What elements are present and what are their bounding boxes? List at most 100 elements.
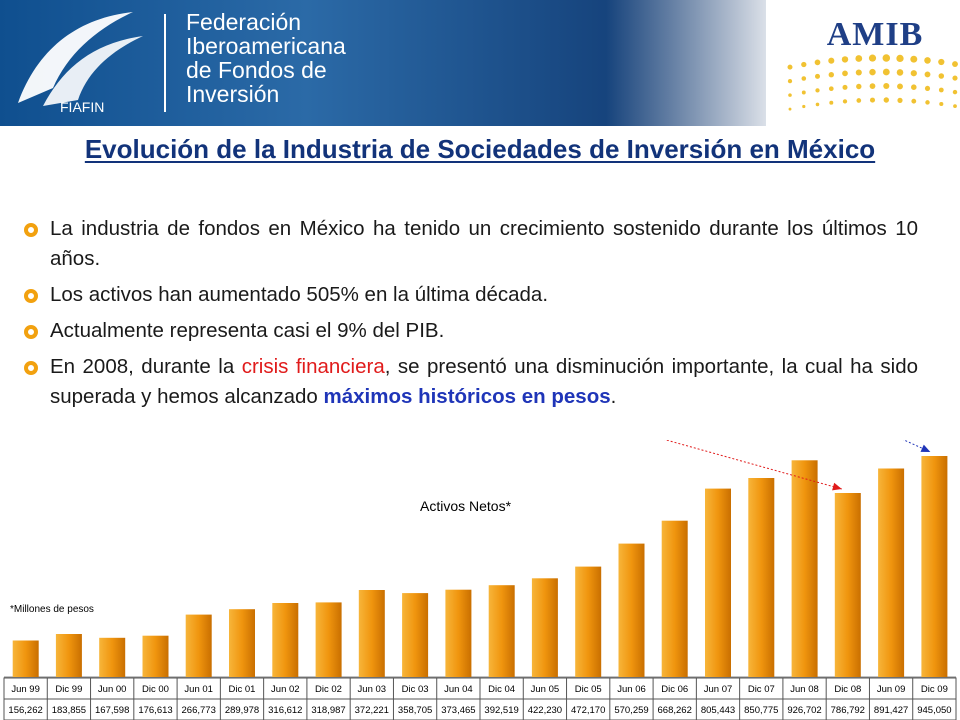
data-label: 850,775 xyxy=(744,705,778,716)
x-tick-label: Dic 02 xyxy=(315,684,342,695)
x-tick-label: Dic 04 xyxy=(488,684,515,695)
amib-dot xyxy=(897,97,903,103)
bar xyxy=(272,603,299,677)
amib-dot xyxy=(801,90,806,95)
amib-logo-icon xyxy=(787,54,958,111)
amib-dot xyxy=(855,55,863,62)
data-label: 183,855 xyxy=(52,705,86,716)
bar xyxy=(834,493,861,677)
amib-dot xyxy=(788,93,792,97)
bullet-text-part: , se presentó una disminución importante… xyxy=(50,355,918,408)
bar xyxy=(402,593,429,677)
fiafin-logo-text: FIAFIN xyxy=(60,99,104,115)
amib-dot xyxy=(801,61,807,68)
x-tick-label: Dic 00 xyxy=(142,684,169,695)
amib-dot xyxy=(788,107,792,111)
x-tick-label: Jun 00 xyxy=(98,684,127,695)
amib-dot xyxy=(897,83,903,90)
amib-dot xyxy=(939,101,944,107)
amib-dot xyxy=(952,61,958,68)
bullet-item: En 2008, durante la crisis financiera, s… xyxy=(18,352,918,412)
data-label: 316,612 xyxy=(268,705,302,716)
data-label: 422,230 xyxy=(528,705,562,716)
banner-fade xyxy=(606,0,766,126)
bar xyxy=(99,637,126,677)
x-tick-label: Jun 06 xyxy=(617,684,646,695)
amib-dot xyxy=(841,56,849,63)
x-tick-label: Dic 09 xyxy=(921,684,948,695)
amib-dot xyxy=(828,57,835,64)
amib-dot xyxy=(801,76,807,81)
amib-dot xyxy=(910,70,917,77)
bar xyxy=(748,478,775,677)
x-tick-label: Dic 06 xyxy=(661,684,688,695)
bullet-list: La industria de fondos en México ha teni… xyxy=(18,214,918,418)
bar xyxy=(661,520,688,677)
amib-dot xyxy=(815,73,820,79)
x-tick-label: Jun 99 xyxy=(11,684,40,695)
amib-dot xyxy=(882,68,890,76)
amib-dot xyxy=(787,64,793,70)
amib-dot xyxy=(842,84,848,90)
data-label: 472,170 xyxy=(571,705,605,716)
bar xyxy=(229,609,255,677)
crisis-arrow-icon xyxy=(664,440,842,491)
x-tick-label: Jun 09 xyxy=(877,684,906,695)
amib-dot xyxy=(910,55,918,63)
amib-dot xyxy=(938,73,945,79)
bar xyxy=(185,614,212,677)
bar xyxy=(55,634,82,677)
amib-dot xyxy=(896,54,904,63)
amib-dot xyxy=(911,84,917,90)
bullet-item: Actualmente representa casi el 9% del PI… xyxy=(18,316,918,346)
data-label: 668,262 xyxy=(658,705,692,716)
x-tick-label: Dic 05 xyxy=(575,684,602,695)
assets-bar-chart: Jun 99 156,262 Dic 99 183,855 Jun 00 167,598 D… xyxy=(3,440,957,720)
federation-name-line: Iberoamericana xyxy=(186,33,346,59)
amib-dot xyxy=(802,104,806,109)
bullet-text: La industria de fondos en México ha teni… xyxy=(50,217,918,270)
slide-title: Evolución de la Industria de Sociedades … xyxy=(30,134,930,164)
amib-dot xyxy=(952,89,958,95)
data-label: 392,519 xyxy=(484,705,518,716)
header-banner: FIAFIN Federación Iberoamericana de Fond… xyxy=(0,0,960,126)
data-label: 373,465 xyxy=(441,705,475,716)
amib-dot xyxy=(869,68,876,76)
amib-dot xyxy=(953,104,957,108)
data-label: 318,987 xyxy=(311,705,345,716)
x-tick-label: Jun 01 xyxy=(184,684,213,695)
amib-dot xyxy=(828,86,834,92)
bar xyxy=(488,585,515,677)
amib-dot xyxy=(938,58,945,66)
amib-dot xyxy=(869,83,876,89)
bullet-text: Actualmente representa casi el 9% del PI… xyxy=(50,319,445,342)
bullet-marker-icon xyxy=(24,325,38,339)
amib-dot xyxy=(869,97,876,103)
x-tick-label: Jun 02 xyxy=(271,684,300,695)
bar xyxy=(12,640,39,677)
bar xyxy=(575,566,602,677)
x-tick-label: Jun 04 xyxy=(444,684,473,695)
data-label: 266,773 xyxy=(182,705,216,716)
x-tick-label: Dic 99 xyxy=(55,684,82,695)
data-label: 786,792 xyxy=(831,705,865,716)
amib-dot xyxy=(883,82,890,90)
amib-dot xyxy=(925,100,930,105)
amib-dot xyxy=(938,87,944,93)
federation-name: Federación Iberoamericana de Fondos de I… xyxy=(186,10,446,106)
data-label: 289,978 xyxy=(225,705,259,716)
federation-name-line: Federación xyxy=(186,9,302,35)
amib-dot xyxy=(882,54,891,62)
bullet-marker-icon xyxy=(24,223,38,237)
amib-dot xyxy=(924,71,931,78)
bar xyxy=(705,488,731,677)
amib-dot xyxy=(855,69,862,76)
amib-dot xyxy=(924,57,931,64)
bar xyxy=(142,635,169,677)
bullet-text: Los activos han aumentado 505% en la últ… xyxy=(50,283,549,306)
data-label: 176,613 xyxy=(138,705,172,716)
bar xyxy=(791,460,818,677)
amib-dot xyxy=(856,83,862,90)
data-label: 372,221 xyxy=(355,705,389,716)
fiafin-banner xyxy=(0,0,766,126)
